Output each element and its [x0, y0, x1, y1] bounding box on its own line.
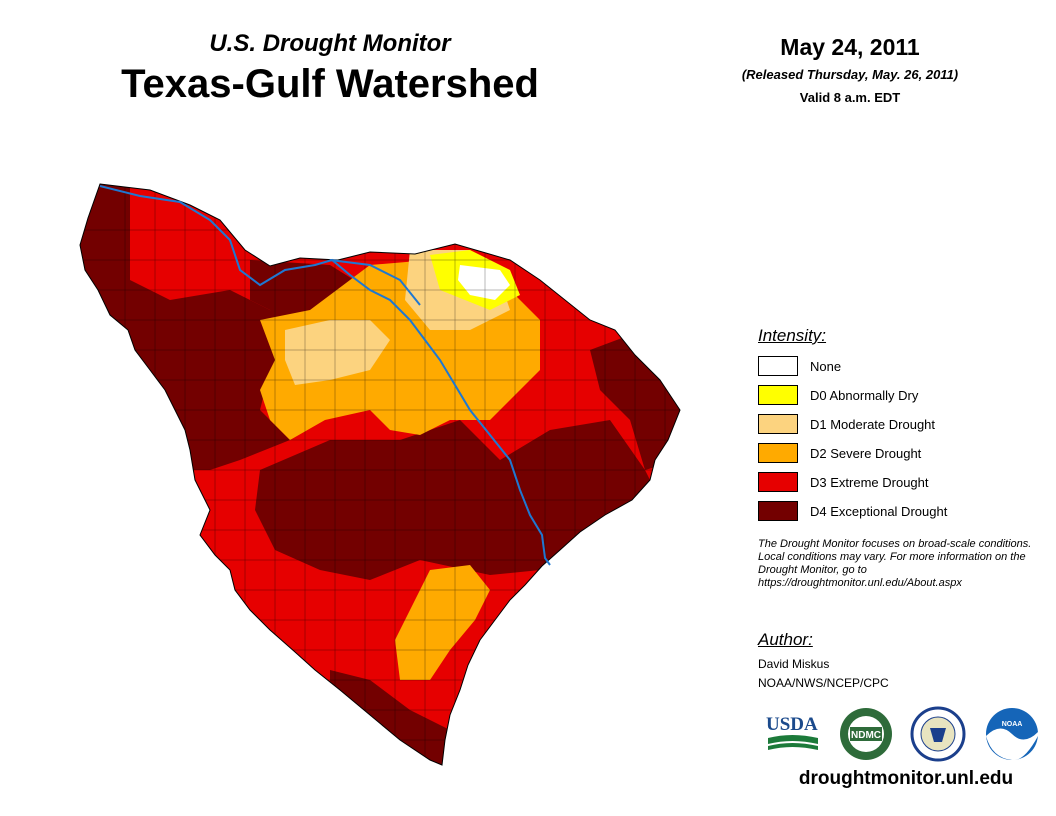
- legend-swatch: [758, 385, 798, 405]
- noaa-logo: NOAA: [986, 708, 1038, 761]
- disclaimer-text: The Drought Monitor focuses on broad-sca…: [758, 538, 1032, 589]
- legend-swatch: [758, 356, 798, 376]
- valid-time: Valid 8 a.m. EDT: [799, 90, 901, 105]
- legend-label: D2 Severe Drought: [810, 445, 922, 461]
- legend-label: D0 Abnormally Dry: [810, 387, 919, 403]
- usda-logo: USDA: [766, 714, 818, 750]
- legend-item-d4: D4 Exceptional Drought: [758, 500, 947, 522]
- legend-item-d3: D3 Extreme Drought: [758, 471, 929, 493]
- legend-label: D4 Exceptional Drought: [810, 503, 948, 519]
- svg-text:NOAA: NOAA: [1002, 721, 1023, 728]
- legend-label: D1 Moderate Drought: [810, 416, 936, 432]
- legend-swatch: [758, 472, 798, 492]
- commerce-logo: [910, 706, 966, 762]
- legend-heading: Intensity:: [758, 326, 827, 345]
- river-segment: [329, 259, 421, 306]
- legend-swatch: [758, 443, 798, 463]
- map-title: Texas-Gulf Watershed: [121, 62, 539, 106]
- drought-zones: [80, 184, 680, 765]
- legend-swatch: [758, 414, 798, 434]
- river-line: [99, 185, 551, 566]
- legend-swatch: [758, 501, 798, 521]
- legend-item-d2: D2 Severe Drought: [758, 442, 921, 464]
- map-date: May 24, 2011: [780, 34, 920, 60]
- website-url[interactable]: droughtmonitor.unl.edu: [798, 768, 1014, 789]
- ndmc-logo: NDMC: [840, 708, 892, 760]
- zone-d2-south: [395, 565, 490, 680]
- author-heading: Author:: [758, 630, 813, 649]
- svg-text:NDMC: NDMC: [851, 730, 881, 741]
- legend-item-d0: D0 Abnormally Dry: [758, 384, 918, 406]
- drought-map: [79, 183, 681, 766]
- legend-item-d1: D1 Moderate Drought: [758, 413, 935, 435]
- svg-text:USDA: USDA: [766, 714, 818, 735]
- agency-logos: USDA NDMC NOAA: [766, 706, 1038, 762]
- watershed-outline: [79, 183, 681, 766]
- legend-item-none: None: [758, 355, 841, 377]
- legend-label: D3 Extreme Drought: [810, 474, 929, 490]
- legend-label: None: [810, 358, 842, 374]
- release-date: (Released Thursday, May. 26, 2011): [741, 67, 959, 82]
- author-org: NOAA/NWS/NCEP/CPC: [758, 676, 889, 690]
- author-name: David Miskus: [758, 657, 830, 671]
- map-subtitle: U.S. Drought Monitor: [209, 30, 451, 57]
- zone-d1-west: [285, 320, 390, 385]
- zone-none: [458, 265, 510, 300]
